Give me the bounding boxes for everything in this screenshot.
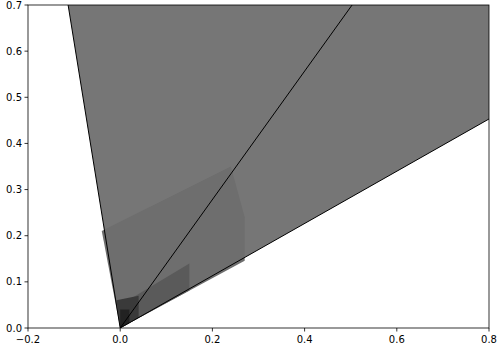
x-tick [304,328,305,332]
x-tick [120,328,121,332]
y-tick-label: 0.0 [6,323,22,334]
y-tick-label: 0.7 [6,0,22,11]
y-tick [25,189,29,190]
frame [28,5,489,328]
y-tick-label: 0.2 [6,230,22,241]
y-tick [25,5,29,6]
region [102,167,245,329]
x-tick-label: 0.0 [112,334,128,345]
line [120,119,489,328]
y-tick [25,235,29,236]
x-tick-label: −0.2 [16,334,40,345]
y-tick-label: 0.1 [6,276,22,287]
y-tick-label: 0.5 [6,92,22,103]
y-tick [25,97,29,98]
y-tick-label: 0.4 [6,138,22,149]
line [68,5,120,328]
y-tick [25,51,29,52]
y-tick [25,143,29,144]
y-tick-label: 0.3 [6,184,22,195]
line [120,5,352,328]
x-tick [28,328,29,332]
x-tick-label: 0.6 [389,334,405,345]
y-tick-label: 0.6 [6,46,22,57]
x-tick [489,328,490,332]
region [68,5,489,328]
x-tick-label: 0.2 [204,334,220,345]
x-tick [396,328,397,332]
y-tick [25,281,29,282]
x-tick-label: 0.4 [297,334,313,345]
x-tick-label: 0.8 [481,334,497,345]
x-tick [212,328,213,332]
y-tick [25,328,29,329]
plot-area [68,5,489,328]
chart: −0.20.00.20.40.60.80.00.10.20.30.40.50.6… [0,0,500,348]
